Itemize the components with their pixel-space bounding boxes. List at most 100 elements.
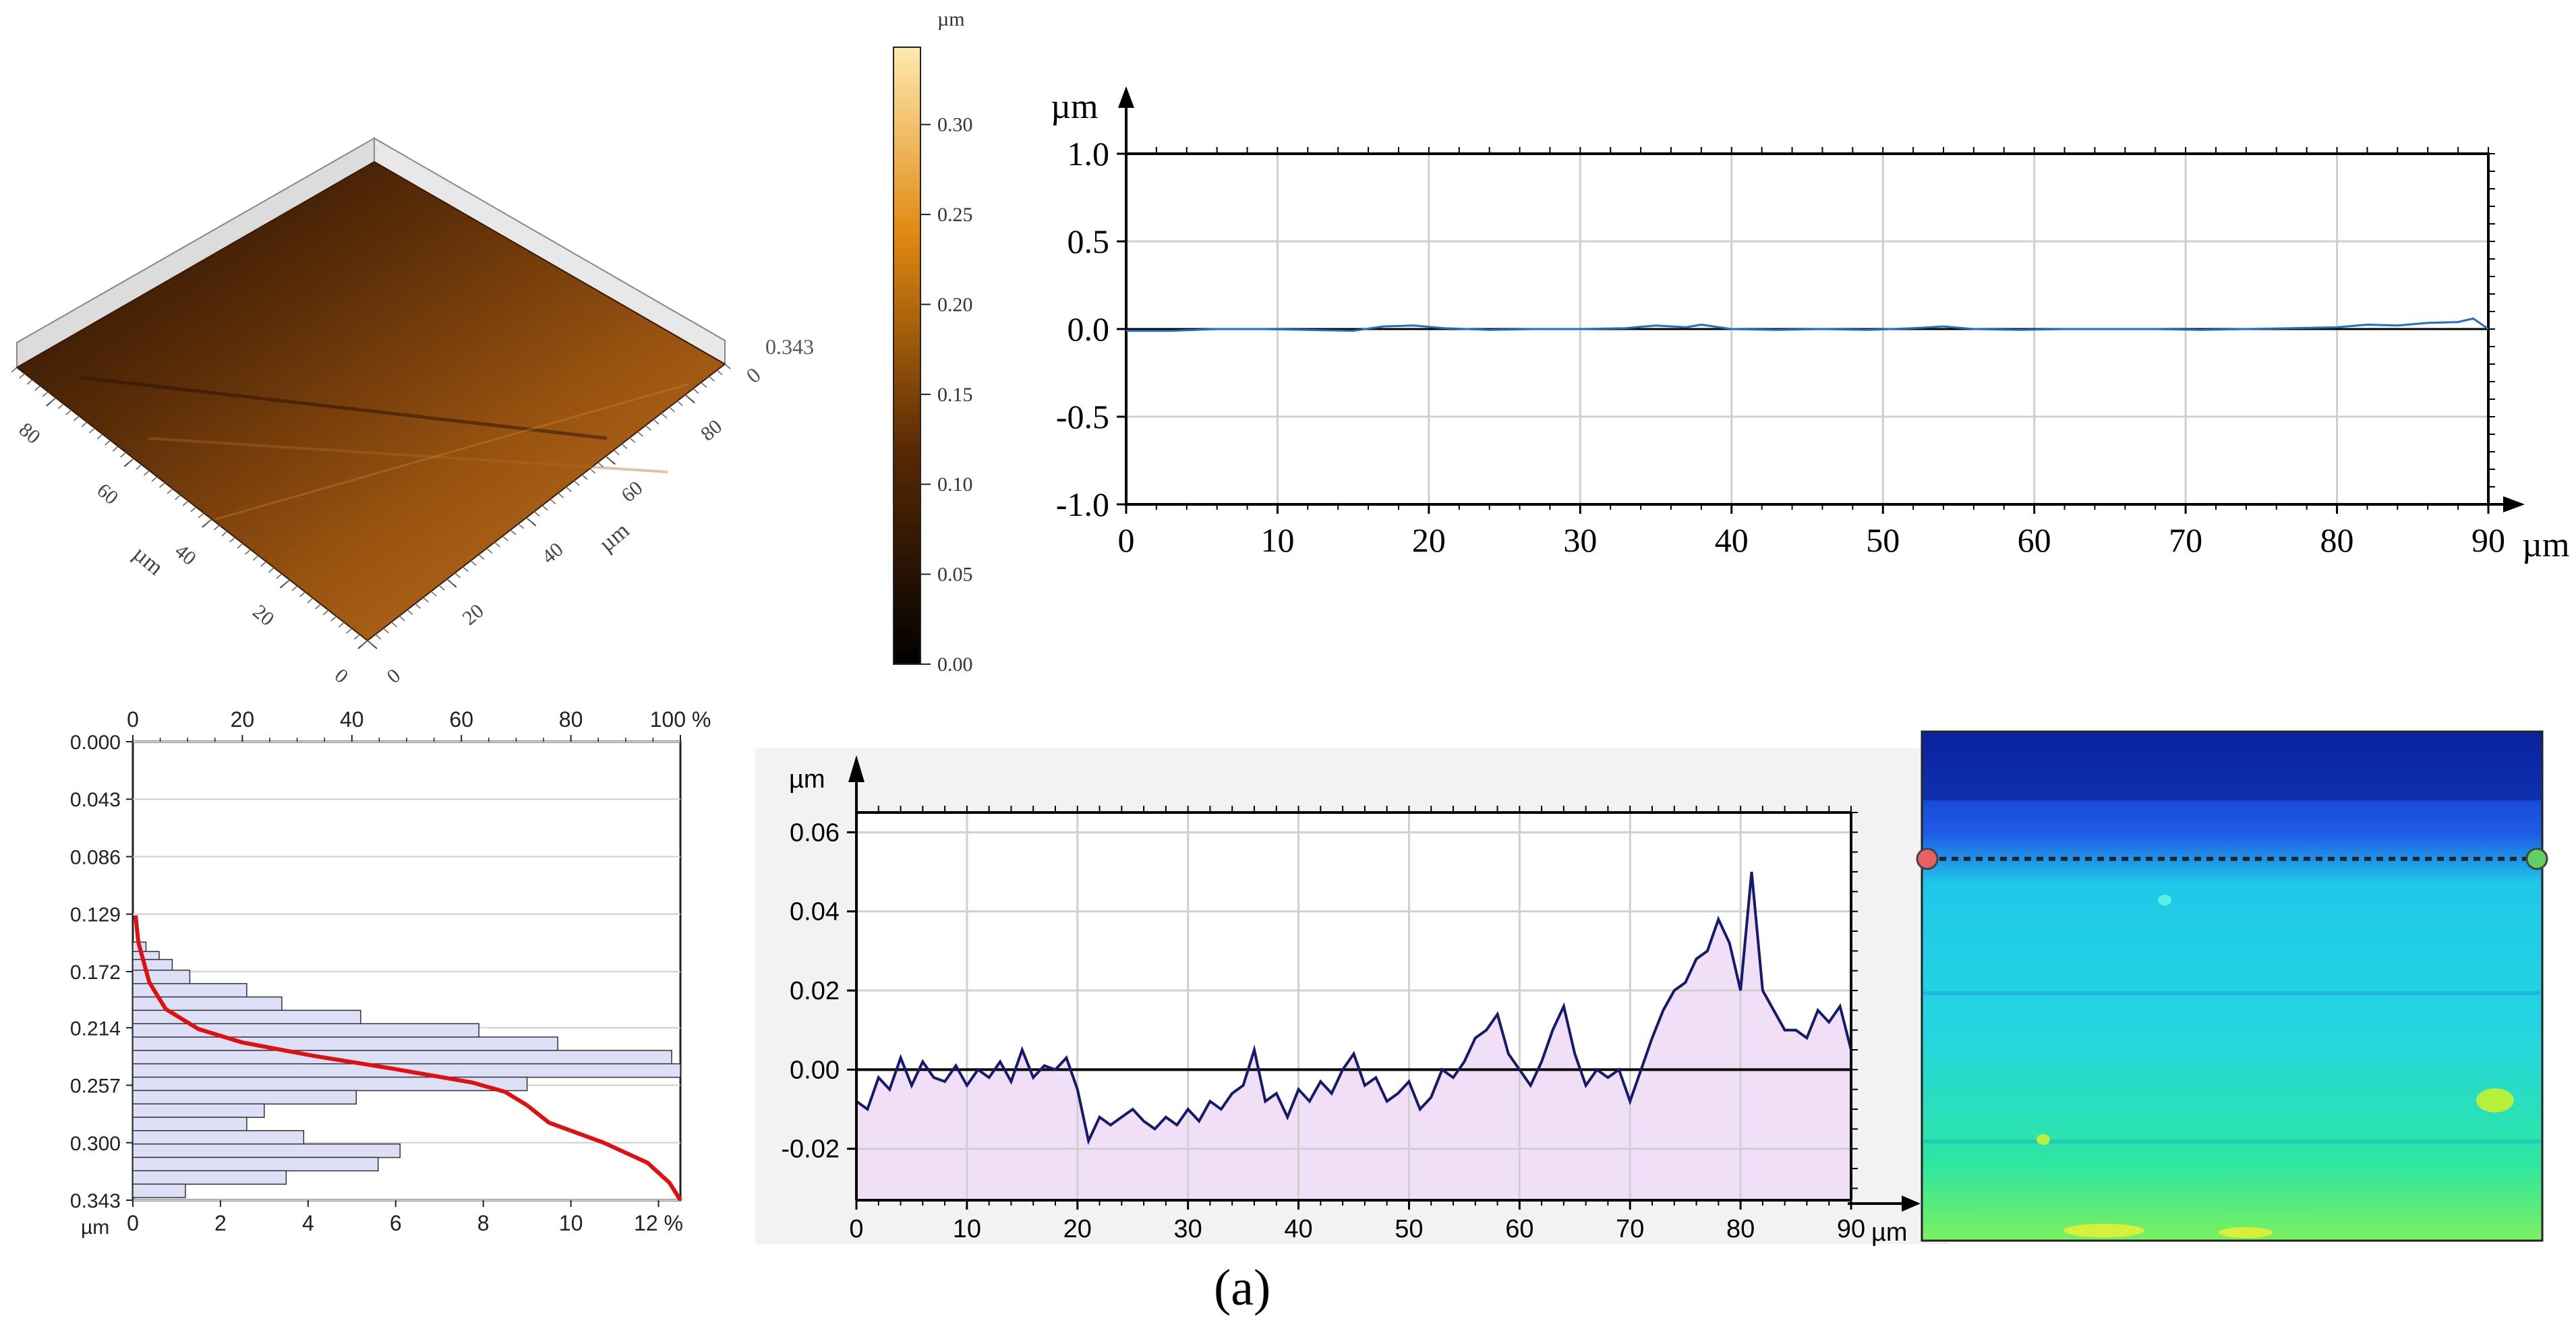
surface-minor-tick — [11, 367, 18, 373]
profile-line-start-handle[interactable] — [1916, 848, 1939, 870]
surface-minor-tick — [430, 591, 437, 597]
profile-line-end-handle[interactable] — [2525, 848, 2548, 870]
colorbar-tick-label: 0.20 — [937, 293, 973, 316]
colorbar-ticks: 0.30 0.25 0.20 0.15 0.10 0.05 0.00 — [920, 114, 973, 676]
histogram-top-tick-label: 40 — [340, 707, 364, 732]
profile-wide-y-tick-label: 0.0 — [1067, 310, 1110, 348]
surface-minor-tick — [383, 628, 390, 634]
histogram-top-tick-label: 80 — [559, 707, 583, 732]
histogram-top-tick-label: 0 — [127, 707, 139, 732]
color-map-panel — [1916, 730, 2548, 1242]
surface-minor-tick — [260, 561, 267, 567]
profile-zoom-y-tick-label: 0.06 — [790, 819, 840, 847]
surface-streak — [148, 437, 668, 473]
surface-z-max-label: 0.343 — [765, 334, 814, 359]
color-map-streak — [1923, 1140, 2541, 1144]
surface-minor-tick — [198, 512, 204, 519]
surface-minor-tick — [661, 413, 668, 419]
surface-top — [16, 160, 726, 642]
surface-minor-tick — [338, 622, 345, 628]
surface-minor-tick — [34, 385, 41, 391]
histogram-top-tick-label: 60 — [449, 707, 473, 732]
surface-minor-tick — [81, 421, 88, 427]
profile-wide-x-tick-label: 20 — [1412, 521, 1446, 559]
colorbar-unit: µm — [937, 8, 965, 30]
surface-minor-tick — [307, 597, 314, 603]
histogram-y-tick-label: 0.300 — [70, 1133, 121, 1155]
surface-minor-tick — [42, 391, 49, 397]
surface-x-tick-label: 20 — [248, 600, 278, 630]
histogram-bottom-tick-label: 4 — [302, 1211, 314, 1235]
surface-minor-tick — [96, 434, 103, 440]
surface-minor-tick — [693, 388, 699, 394]
histogram-y-tick-label: 0.172 — [70, 962, 121, 984]
histogram-bar — [132, 1156, 379, 1172]
profile-zoom-y-tick-label: -0.02 — [781, 1135, 840, 1164]
histogram-y-tick-label: 0.343 — [70, 1190, 121, 1212]
histogram-y-tick-label: 0.214 — [70, 1017, 121, 1040]
surface-minor-tick — [127, 458, 134, 464]
surface-minor-tick — [105, 440, 111, 446]
surface-minor-tick — [299, 591, 306, 597]
surface-minor-tick — [669, 407, 676, 413]
surface-minor-tick — [653, 419, 660, 425]
profile-zoom-y-arrowhead — [848, 755, 865, 782]
surface-y-tick-label: 20 — [459, 599, 488, 630]
histogram-bottom-tick-label: 12 % — [634, 1211, 683, 1235]
surface-y-axis-label: µm — [594, 518, 634, 557]
profile-zoom-x-tick-label: 30 — [1174, 1215, 1202, 1243]
profile-zoom-x-tick-label: 50 — [1395, 1215, 1423, 1243]
surface-minor-tick — [315, 603, 322, 610]
surface-minor-tick — [221, 531, 228, 537]
surface-minor-tick — [291, 585, 298, 591]
profile-wide-y-arrowhead — [1118, 86, 1134, 108]
profile-zoom-y-tick-label: 0.00 — [790, 1056, 840, 1084]
colorbar-tick-label: 0.05 — [937, 564, 973, 586]
histogram-bottom-tick-label: 10 — [559, 1211, 583, 1235]
profile-zoom-ticks — [847, 806, 1858, 1210]
histogram-bar — [132, 970, 191, 984]
surface-minor-tick — [283, 579, 290, 585]
surface-minor-tick — [252, 555, 259, 561]
profile-zoom-x-tick-label: 40 — [1284, 1215, 1312, 1243]
histogram-top-tick-label: 100 % — [650, 707, 711, 732]
histogram-bar — [132, 1183, 186, 1198]
surface-z-min-label: 0 — [741, 363, 765, 388]
color-map-bright-spot — [2219, 1227, 2273, 1238]
surface-minor-tick — [724, 363, 731, 369]
histogram-bar — [132, 1090, 357, 1105]
colorbar-tick-label: 0.10 — [937, 473, 973, 496]
surface-minor-tick — [167, 488, 173, 494]
surface-minor-tick — [151, 476, 158, 482]
surface-minor-tick — [50, 397, 57, 403]
histogram-ticks — [126, 735, 681, 1207]
surface-minor-tick — [276, 573, 283, 579]
surface-minor-tick — [708, 376, 715, 382]
profile-wide-x-unit: µm — [2522, 526, 2569, 564]
surface-minor-tick — [213, 525, 220, 531]
surface-minor-tick — [407, 609, 413, 616]
profile-wide-x-tick-label: 70 — [2169, 521, 2202, 559]
color-map-streak — [1923, 991, 2541, 995]
profile-zoom-x-tick-label: 10 — [953, 1215, 981, 1243]
surface-minor-tick — [190, 506, 197, 512]
surface-y-tick-label: 80 — [697, 415, 726, 446]
surface-minor-tick — [526, 517, 533, 523]
surface-minor-tick — [589, 468, 596, 474]
surface-minor-tick — [268, 567, 274, 573]
histogram-bar — [132, 1170, 287, 1185]
surface-y-tick-label: 0 — [383, 664, 405, 688]
height-histogram: 0.000 0.043 0.086 0.129 0.172 0.214 0.257 0.300… — [70, 707, 711, 1239]
profile-wide-x-tick-label: 30 — [1563, 521, 1597, 559]
surface-minor-tick — [573, 480, 580, 486]
surface-minor-tick — [422, 597, 429, 603]
profile-wide-chart: µm µm 0 10 20 30 40 50 60 70 80 90 1.0 0.5 0.0 -0.5 -1… — [1051, 86, 2569, 564]
profile-zoom-x-unit: µm — [1871, 1218, 1908, 1247]
surface-minor-tick — [676, 401, 683, 407]
surface-minor-tick — [716, 369, 723, 376]
profile-wide-y-tick-label: -1.0 — [1056, 485, 1109, 523]
histogram-bar — [132, 1143, 401, 1158]
color-map-dark-band — [1923, 733, 2541, 800]
histogram-bar — [132, 1117, 247, 1131]
